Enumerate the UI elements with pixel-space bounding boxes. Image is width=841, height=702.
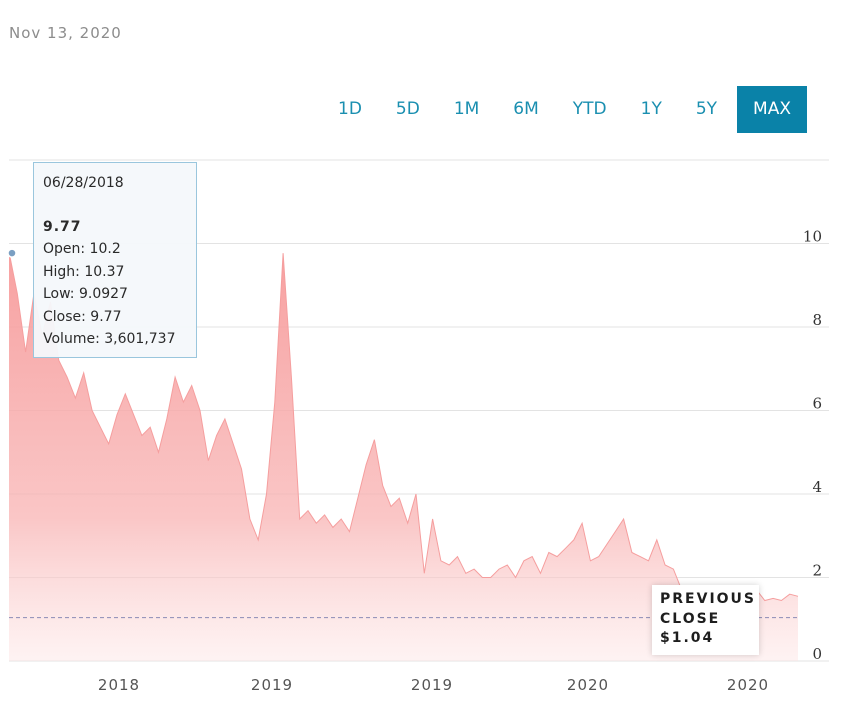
y-tick-label: 2 xyxy=(812,562,822,580)
range-1d-button[interactable]: 1D xyxy=(338,99,362,119)
y-tick-label: 6 xyxy=(812,395,822,413)
y-axis: 0 2 4 6 8 10 xyxy=(803,228,822,664)
x-tick-label: 2018 xyxy=(98,676,140,694)
x-tick-label: 2020 xyxy=(567,676,609,694)
previous-close-label: PREVIOUS CLOSE $1.04 xyxy=(652,585,759,655)
previous-close-line2: CLOSE xyxy=(660,610,721,627)
y-tick-label: 8 xyxy=(812,311,822,329)
tooltip-volume: Volume: 3,601,737 xyxy=(43,331,176,347)
chart-date: Nov 13, 2020 xyxy=(9,24,122,42)
range-5y-button[interactable]: 5Y xyxy=(695,99,718,119)
y-tick-label: 0 xyxy=(812,645,822,663)
range-selector: 1D 5D 1M 6M YTD 1Y 5Y MAX xyxy=(324,86,813,133)
range-1m-button[interactable]: 1M xyxy=(453,99,480,119)
previous-close-line1: PREVIOUS xyxy=(660,591,757,607)
hover-tooltip: 06/28/2018 9.77 Open: 10.2 High: 10.37 L… xyxy=(33,162,197,358)
tooltip-value: 9.77 xyxy=(43,219,82,235)
price-area xyxy=(9,251,798,662)
tooltip-close: Close: 9.77 xyxy=(43,308,122,325)
tooltip-date: 06/28/2018 xyxy=(43,175,124,191)
y-tick-label: 4 xyxy=(812,478,822,496)
tooltip-open: Open: 10.2 xyxy=(43,241,121,257)
range-ytd-button[interactable]: YTD xyxy=(572,99,607,119)
tooltip-low: Low: 9.0927 xyxy=(43,286,128,302)
range-5d-button[interactable]: 5D xyxy=(395,99,420,119)
previous-close-value: $1.04 xyxy=(660,630,715,646)
y-tick-label: 10 xyxy=(803,228,822,246)
tooltip-high: High: 10.37 xyxy=(43,263,125,280)
x-tick-label: 2019 xyxy=(251,676,293,694)
price-line xyxy=(8,251,799,608)
x-tick-label: 2019 xyxy=(411,676,453,694)
range-1y-button[interactable]: 1Y xyxy=(640,99,662,119)
range-max-button[interactable]: MAX xyxy=(737,86,807,133)
x-tick-label: 2020 xyxy=(727,676,769,694)
x-axis: 2018 2019 2019 2020 2020 xyxy=(98,676,769,694)
hover-marker xyxy=(7,248,17,258)
range-6m-button[interactable]: 6M xyxy=(513,99,539,119)
